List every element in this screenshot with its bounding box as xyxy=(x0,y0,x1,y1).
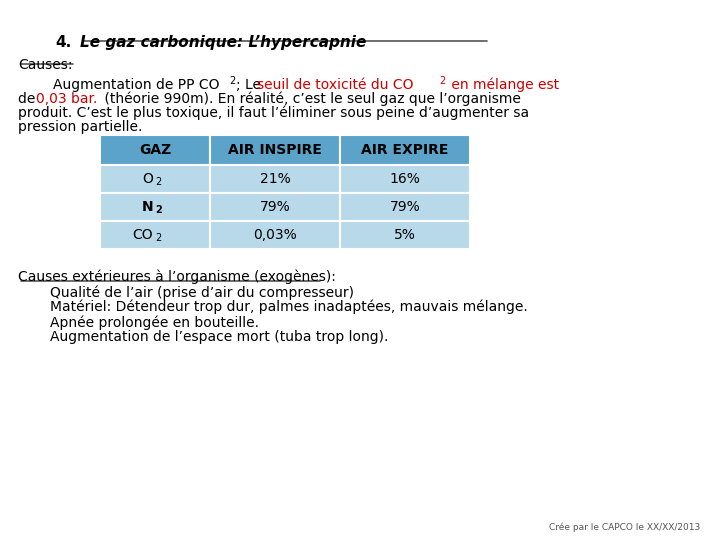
FancyBboxPatch shape xyxy=(340,193,470,221)
FancyBboxPatch shape xyxy=(340,135,470,165)
Text: AIR INSPIRE: AIR INSPIRE xyxy=(228,143,322,157)
Text: Crée par le CAPCO le XX/XX/2013: Crée par le CAPCO le XX/XX/2013 xyxy=(549,523,700,532)
Text: Causes extérieures à l’organisme (exogènes):: Causes extérieures à l’organisme (exogèn… xyxy=(18,269,336,284)
Text: 4.: 4. xyxy=(55,35,71,50)
Text: ; Le: ; Le xyxy=(236,78,266,92)
Text: CO: CO xyxy=(132,228,153,242)
Text: 2: 2 xyxy=(439,76,445,85)
Text: 79%: 79% xyxy=(260,200,290,214)
FancyBboxPatch shape xyxy=(210,221,340,249)
FancyBboxPatch shape xyxy=(210,135,340,165)
Text: 2: 2 xyxy=(229,76,235,85)
Text: Apnée prolongée en bouteille.: Apnée prolongée en bouteille. xyxy=(50,315,259,329)
Text: en mélange est: en mélange est xyxy=(447,78,559,92)
FancyBboxPatch shape xyxy=(210,165,340,193)
Text: Le gaz carbonique: L’hypercapnie: Le gaz carbonique: L’hypercapnie xyxy=(80,35,366,50)
Text: Qualité de l’air (prise d’air du compresseur): Qualité de l’air (prise d’air du compres… xyxy=(50,285,354,300)
Text: 0,03 bar.: 0,03 bar. xyxy=(36,92,97,106)
Text: O: O xyxy=(142,172,153,186)
Text: Matériel: Détendeur trop dur, palmes inadaptées, mauvais mélange.: Matériel: Détendeur trop dur, palmes ina… xyxy=(50,300,528,314)
Text: 2: 2 xyxy=(155,233,161,243)
Text: seuil de toxicité du CO: seuil de toxicité du CO xyxy=(257,78,413,92)
Text: 79%: 79% xyxy=(390,200,420,214)
Text: 21%: 21% xyxy=(260,172,290,186)
FancyBboxPatch shape xyxy=(340,165,470,193)
Text: de: de xyxy=(18,92,40,106)
Text: N: N xyxy=(141,200,153,214)
Text: pression partielle.: pression partielle. xyxy=(18,120,143,134)
Text: 5%: 5% xyxy=(394,228,416,242)
Text: Augmentation de PP CO: Augmentation de PP CO xyxy=(18,78,220,92)
Text: 16%: 16% xyxy=(390,172,420,186)
FancyBboxPatch shape xyxy=(340,221,470,249)
FancyBboxPatch shape xyxy=(100,221,210,249)
FancyBboxPatch shape xyxy=(100,193,210,221)
Text: 0,03%: 0,03% xyxy=(253,228,297,242)
Text: 2: 2 xyxy=(155,205,162,215)
Text: GAZ: GAZ xyxy=(139,143,171,157)
Text: 2: 2 xyxy=(155,177,161,187)
Text: Augmentation de l’espace mort (tuba trop long).: Augmentation de l’espace mort (tuba trop… xyxy=(50,330,388,344)
Text: AIR EXPIRE: AIR EXPIRE xyxy=(361,143,449,157)
FancyBboxPatch shape xyxy=(100,135,210,165)
Text: (théorie 990m). En réalité, c’est le seul gaz que l’organisme: (théorie 990m). En réalité, c’est le seu… xyxy=(100,92,521,106)
FancyBboxPatch shape xyxy=(210,193,340,221)
FancyBboxPatch shape xyxy=(100,165,210,193)
Text: produit. C’est le plus toxique, il faut l’éliminer sous peine d’augmenter sa: produit. C’est le plus toxique, il faut … xyxy=(18,106,529,120)
Text: Causes:: Causes: xyxy=(18,58,73,72)
